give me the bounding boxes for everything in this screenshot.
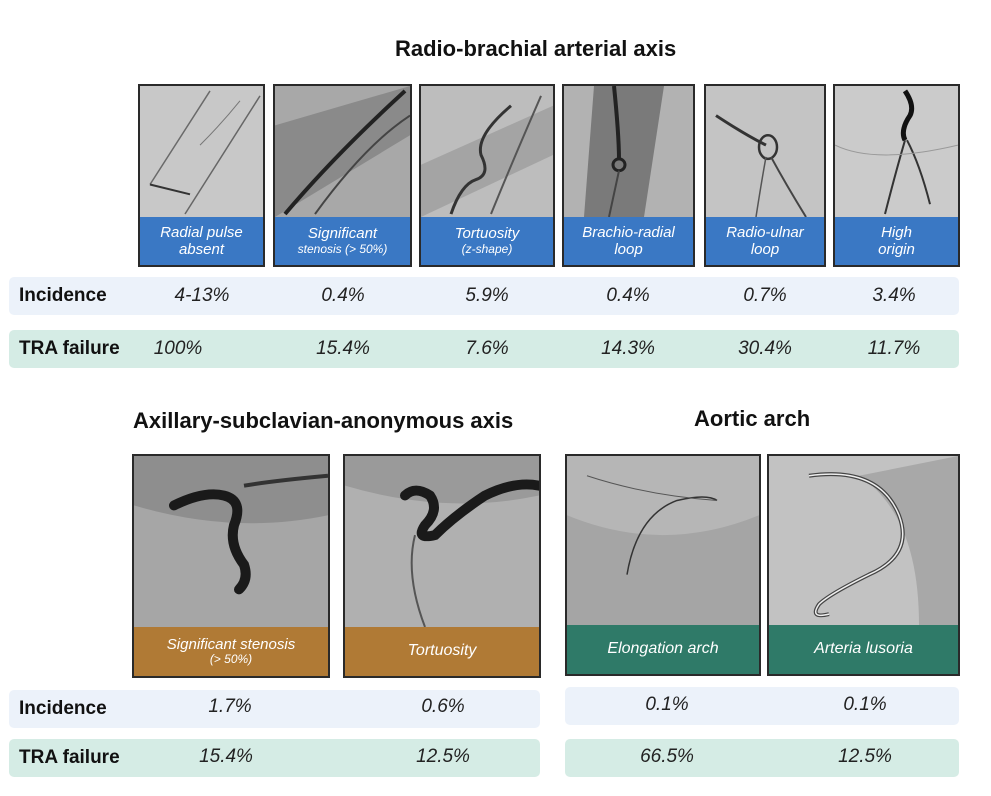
card-arteria-lusoria: Arteria lusoria (767, 454, 960, 676)
incidence-band-radio-brachial (9, 277, 959, 315)
xray-image (134, 456, 328, 627)
xray-image (345, 456, 539, 627)
incidence-value: 1.7% (208, 696, 252, 717)
xray-image (140, 86, 263, 217)
tra-failure-value: 66.5% (640, 746, 694, 767)
tra-failure-label: TRA failure (19, 338, 120, 359)
incidence-value: 0.4% (606, 285, 650, 306)
tra-failure-value: 100% (153, 338, 203, 359)
xray-image (567, 456, 759, 625)
card-high-origin: High origin (833, 84, 960, 267)
tra-failure-label: TRA failure (19, 747, 120, 768)
caption: Brachio-radial loop (564, 217, 693, 265)
card-brachio-radial-loop: Brachio-radial loop (562, 84, 695, 267)
caption: Radial pulse absent (140, 217, 263, 265)
card-radial-pulse-absent: Radial pulse absent (138, 84, 265, 267)
tra-failure-value: 12.5% (838, 746, 892, 767)
xray-image (564, 86, 693, 217)
tra-failure-band-aortic (565, 739, 959, 777)
xray-image (706, 86, 824, 217)
tra-failure-value: 14.3% (601, 338, 655, 359)
incidence-value: 0.1% (645, 694, 689, 715)
incidence-label: Incidence (19, 698, 107, 719)
card-significant-stenosis: Significant stenosis (> 50%) (273, 84, 412, 267)
tra-failure-value: 30.4% (738, 338, 792, 359)
xray-image (421, 86, 553, 217)
incidence-value: 4-13% (174, 285, 230, 306)
caption: Significant stenosis (> 50%) (275, 217, 410, 265)
incidence-band-axillary (9, 690, 540, 728)
tra-failure-value: 15.4% (316, 338, 370, 359)
caption: High origin (835, 217, 958, 265)
radio-brachial-title: Radio-brachial arterial axis (395, 36, 677, 61)
incidence-band-aortic (565, 687, 959, 725)
incidence-value: 3.4% (872, 285, 916, 306)
incidence-value: 0.7% (743, 285, 787, 306)
aortic-arch-title: Aortic arch (694, 406, 811, 431)
incidence-label: Incidence (19, 285, 107, 306)
card-axillary-significant-stenosis: Significant stenosis (> 50%) (132, 454, 330, 678)
incidence-value: 0.4% (321, 285, 365, 306)
tra-failure-value: 12.5% (416, 746, 470, 767)
tra-failure-band-axillary (9, 739, 540, 777)
card-tortuosity-z-shape: Tortuosity (z-shape) (419, 84, 555, 267)
caption: Tortuosity (z-shape) (421, 217, 553, 265)
card-radio-ulnar-loop: Radio-ulnar loop (704, 84, 826, 267)
xray-image (275, 86, 410, 217)
incidence-value: 5.9% (465, 285, 509, 306)
xray-image (769, 456, 958, 625)
xray-image (835, 86, 958, 217)
card-elongation-arch: Elongation arch (565, 454, 761, 676)
tra-failure-value: 15.4% (199, 746, 253, 767)
tra-failure-value: 7.6% (465, 338, 509, 359)
card-axillary-tortuosity: Tortuosity (343, 454, 541, 678)
caption: Tortuosity (345, 627, 539, 676)
caption: Arteria lusoria (769, 625, 958, 674)
caption: Significant stenosis (> 50%) (134, 627, 328, 676)
tra-failure-band-radio-brachial (9, 330, 959, 368)
incidence-value: 0.6% (421, 696, 465, 717)
tra-failure-value: 11.7% (867, 338, 921, 359)
caption: Radio-ulnar loop (706, 217, 824, 265)
caption: Elongation arch (567, 625, 759, 674)
incidence-value: 0.1% (843, 694, 887, 715)
axillary-title: Axillary-subclavian-anonymous axis (133, 408, 514, 433)
